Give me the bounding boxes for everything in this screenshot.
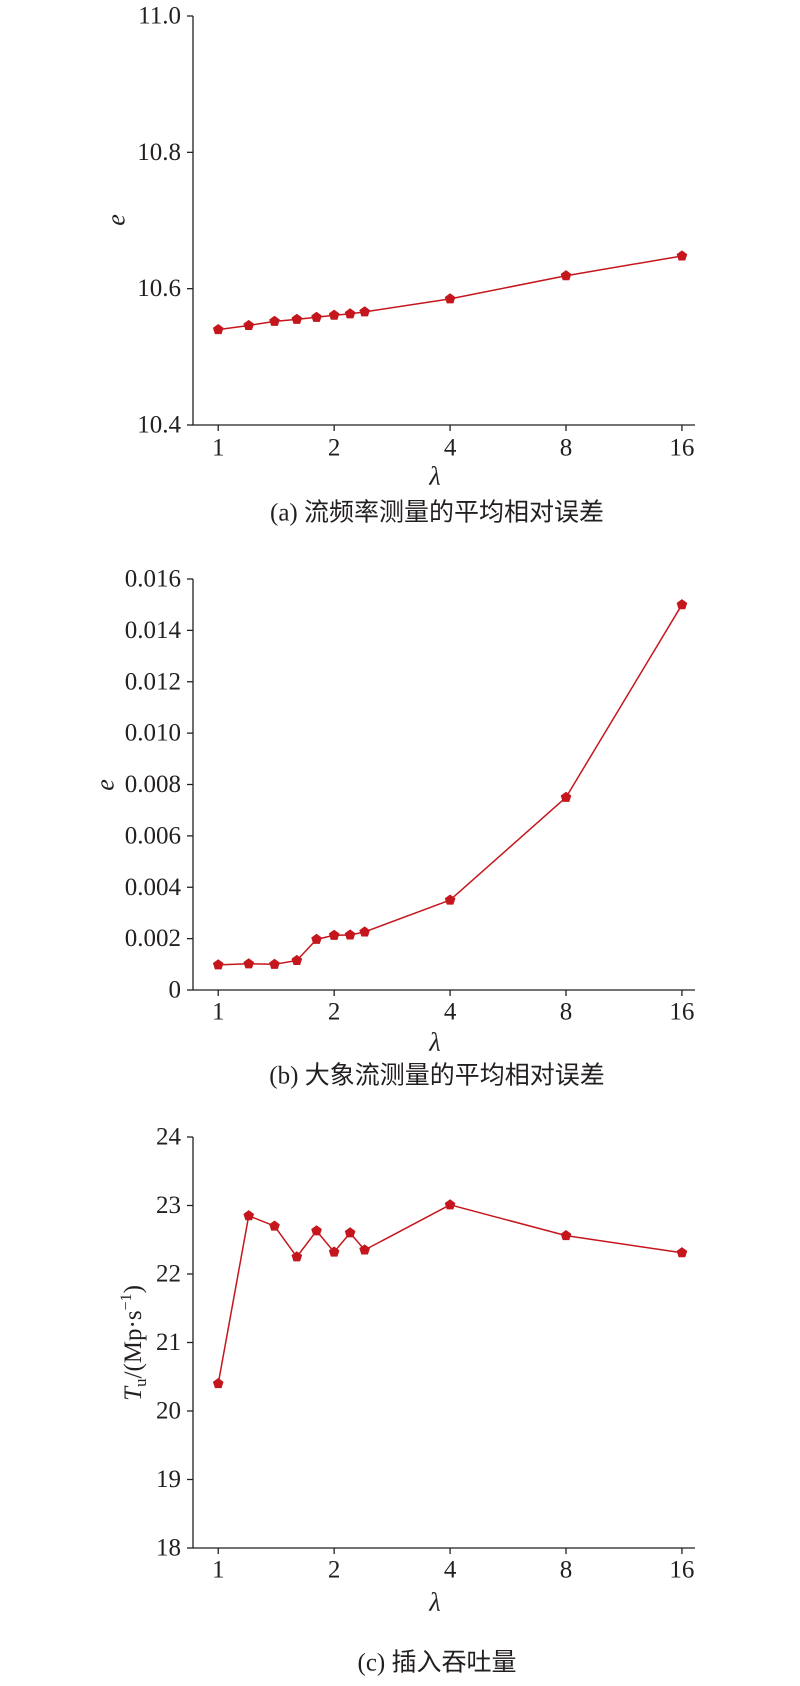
data-point: [212, 323, 224, 335]
x-tick-label: 2: [328, 999, 341, 1026]
y-label-unit-close: ): [120, 1285, 147, 1293]
y-tick-label: 11.0: [138, 3, 181, 30]
data-point: [328, 309, 340, 320]
data-point: [212, 959, 224, 970]
x-tick-label: 4: [444, 999, 457, 1026]
caption: (a) 流频率测量的平均相对误差: [270, 499, 604, 527]
y-tick-label: 23: [156, 1192, 181, 1219]
y-tick-label: 0.006: [125, 822, 181, 849]
y-tick-label: 18: [156, 1535, 181, 1562]
y-tick-label: 20: [156, 1398, 181, 1425]
x-ticks: 1 2 4 8 16: [212, 990, 694, 1026]
y-ticks: 0 0.002 0.004 0.006 0.008 0.010 0.012 0.014 0.01…: [125, 566, 193, 1004]
x-axis-label: λ: [428, 1588, 440, 1617]
data-point: [359, 1244, 370, 1255]
caption: (b) 大象流测量的平均相对误差: [269, 1062, 604, 1090]
data-point: [269, 1220, 280, 1231]
chart-a: 10.4 10.6 10.8 11.0 1 2 4 8 16 e λ (a) 流频率测量的平均…: [102, 3, 695, 527]
y-tick-label: 0.002: [125, 925, 181, 952]
y-tick-label: 19: [156, 1466, 181, 1493]
x-tick-label: 16: [669, 999, 694, 1026]
data-point: [676, 250, 688, 261]
x-tick-label: 2: [328, 1557, 341, 1584]
y-tick-label: 0.014: [125, 617, 182, 644]
y-ticks: 10.4 10.6 10.8 11.0: [137, 3, 193, 439]
data-point: [344, 929, 356, 940]
x-tick-label: 1: [212, 435, 225, 462]
data-point: [328, 929, 340, 940]
data-point: [311, 933, 322, 944]
data-point: [560, 270, 572, 281]
x-tick-label: 16: [669, 435, 694, 462]
y-tick-label: 0.012: [125, 668, 181, 695]
data-series: [212, 250, 688, 335]
data-point: [243, 1210, 255, 1221]
data-point: [311, 1225, 322, 1236]
x-ticks: 1 2 4 8 16: [212, 425, 694, 462]
data-point: [676, 599, 688, 610]
x-tick-label: 4: [444, 435, 457, 462]
data-point: [212, 1378, 224, 1389]
y-tick-label: 22: [156, 1261, 181, 1288]
y-tick-label: 21: [156, 1329, 181, 1356]
x-tick-label: 4: [444, 1557, 457, 1584]
x-tick-label: 8: [560, 1557, 573, 1584]
data-point: [291, 313, 303, 324]
y-ticks: 18 19 20 21 22 23 24: [156, 1124, 193, 1562]
x-axis-label: λ: [428, 462, 440, 491]
series-line: [217, 1204, 683, 1384]
x-tick-label: 8: [560, 435, 573, 462]
data-point: [291, 1251, 303, 1262]
x-tick-label: 2: [328, 435, 341, 462]
data-point: [291, 954, 303, 965]
series-line: [218, 255, 683, 331]
x-ticks: 1 2 4 8 16: [212, 1548, 694, 1584]
x-tick-label: 1: [212, 1557, 225, 1584]
y-tick-label: 0.010: [125, 720, 181, 747]
data-point: [269, 315, 280, 326]
data-point: [243, 319, 255, 331]
data-point: [444, 894, 456, 905]
y-tick-label: 0.016: [125, 566, 181, 593]
data-point: [444, 293, 456, 304]
y-tick-label: 24: [156, 1124, 182, 1151]
y-tick-label: 10.6: [137, 275, 181, 302]
caption: (c) 插入吞吐量: [358, 1649, 517, 1677]
data-point: [328, 1246, 340, 1257]
y-axis-label: Tu/(Mp·s−1): [118, 1285, 150, 1401]
data-point: [359, 926, 370, 937]
data-point: [560, 791, 572, 802]
y-label-symbol: T: [120, 1385, 147, 1401]
x-axis-label: λ: [428, 1028, 440, 1057]
y-tick-label: 0: [169, 977, 182, 1004]
data-series: [212, 1199, 688, 1389]
data-point: [269, 958, 280, 969]
y-label-superscript: −1: [118, 1293, 135, 1310]
x-tick-label: 1: [212, 999, 225, 1026]
y-axis-label: e: [102, 214, 131, 226]
y-tick-label: 10.4: [137, 412, 181, 439]
data-point: [560, 1230, 572, 1241]
x-tick-label: 16: [669, 1557, 694, 1584]
y-label-unit: /(Mp·s: [120, 1310, 147, 1378]
data-point: [359, 306, 370, 317]
y-tick-label: 0.008: [125, 771, 181, 798]
data-point: [444, 1199, 456, 1210]
y-tick-label: 0.004: [125, 874, 182, 901]
chart-b: 0 0.002 0.004 0.006 0.008 0.010 0.012 0.014 0.01…: [91, 566, 695, 1090]
data-point: [344, 308, 356, 319]
y-tick-label: 10.8: [137, 139, 181, 166]
data-point: [676, 1247, 688, 1258]
series-line: [218, 604, 683, 966]
y-label-subscript: u: [131, 1378, 150, 1387]
x-tick-label: 8: [560, 999, 573, 1026]
data-point: [344, 1227, 356, 1238]
data-point: [243, 958, 255, 969]
data-series: [212, 599, 688, 970]
data-point: [311, 311, 322, 322]
y-axis-label: e: [91, 779, 120, 791]
